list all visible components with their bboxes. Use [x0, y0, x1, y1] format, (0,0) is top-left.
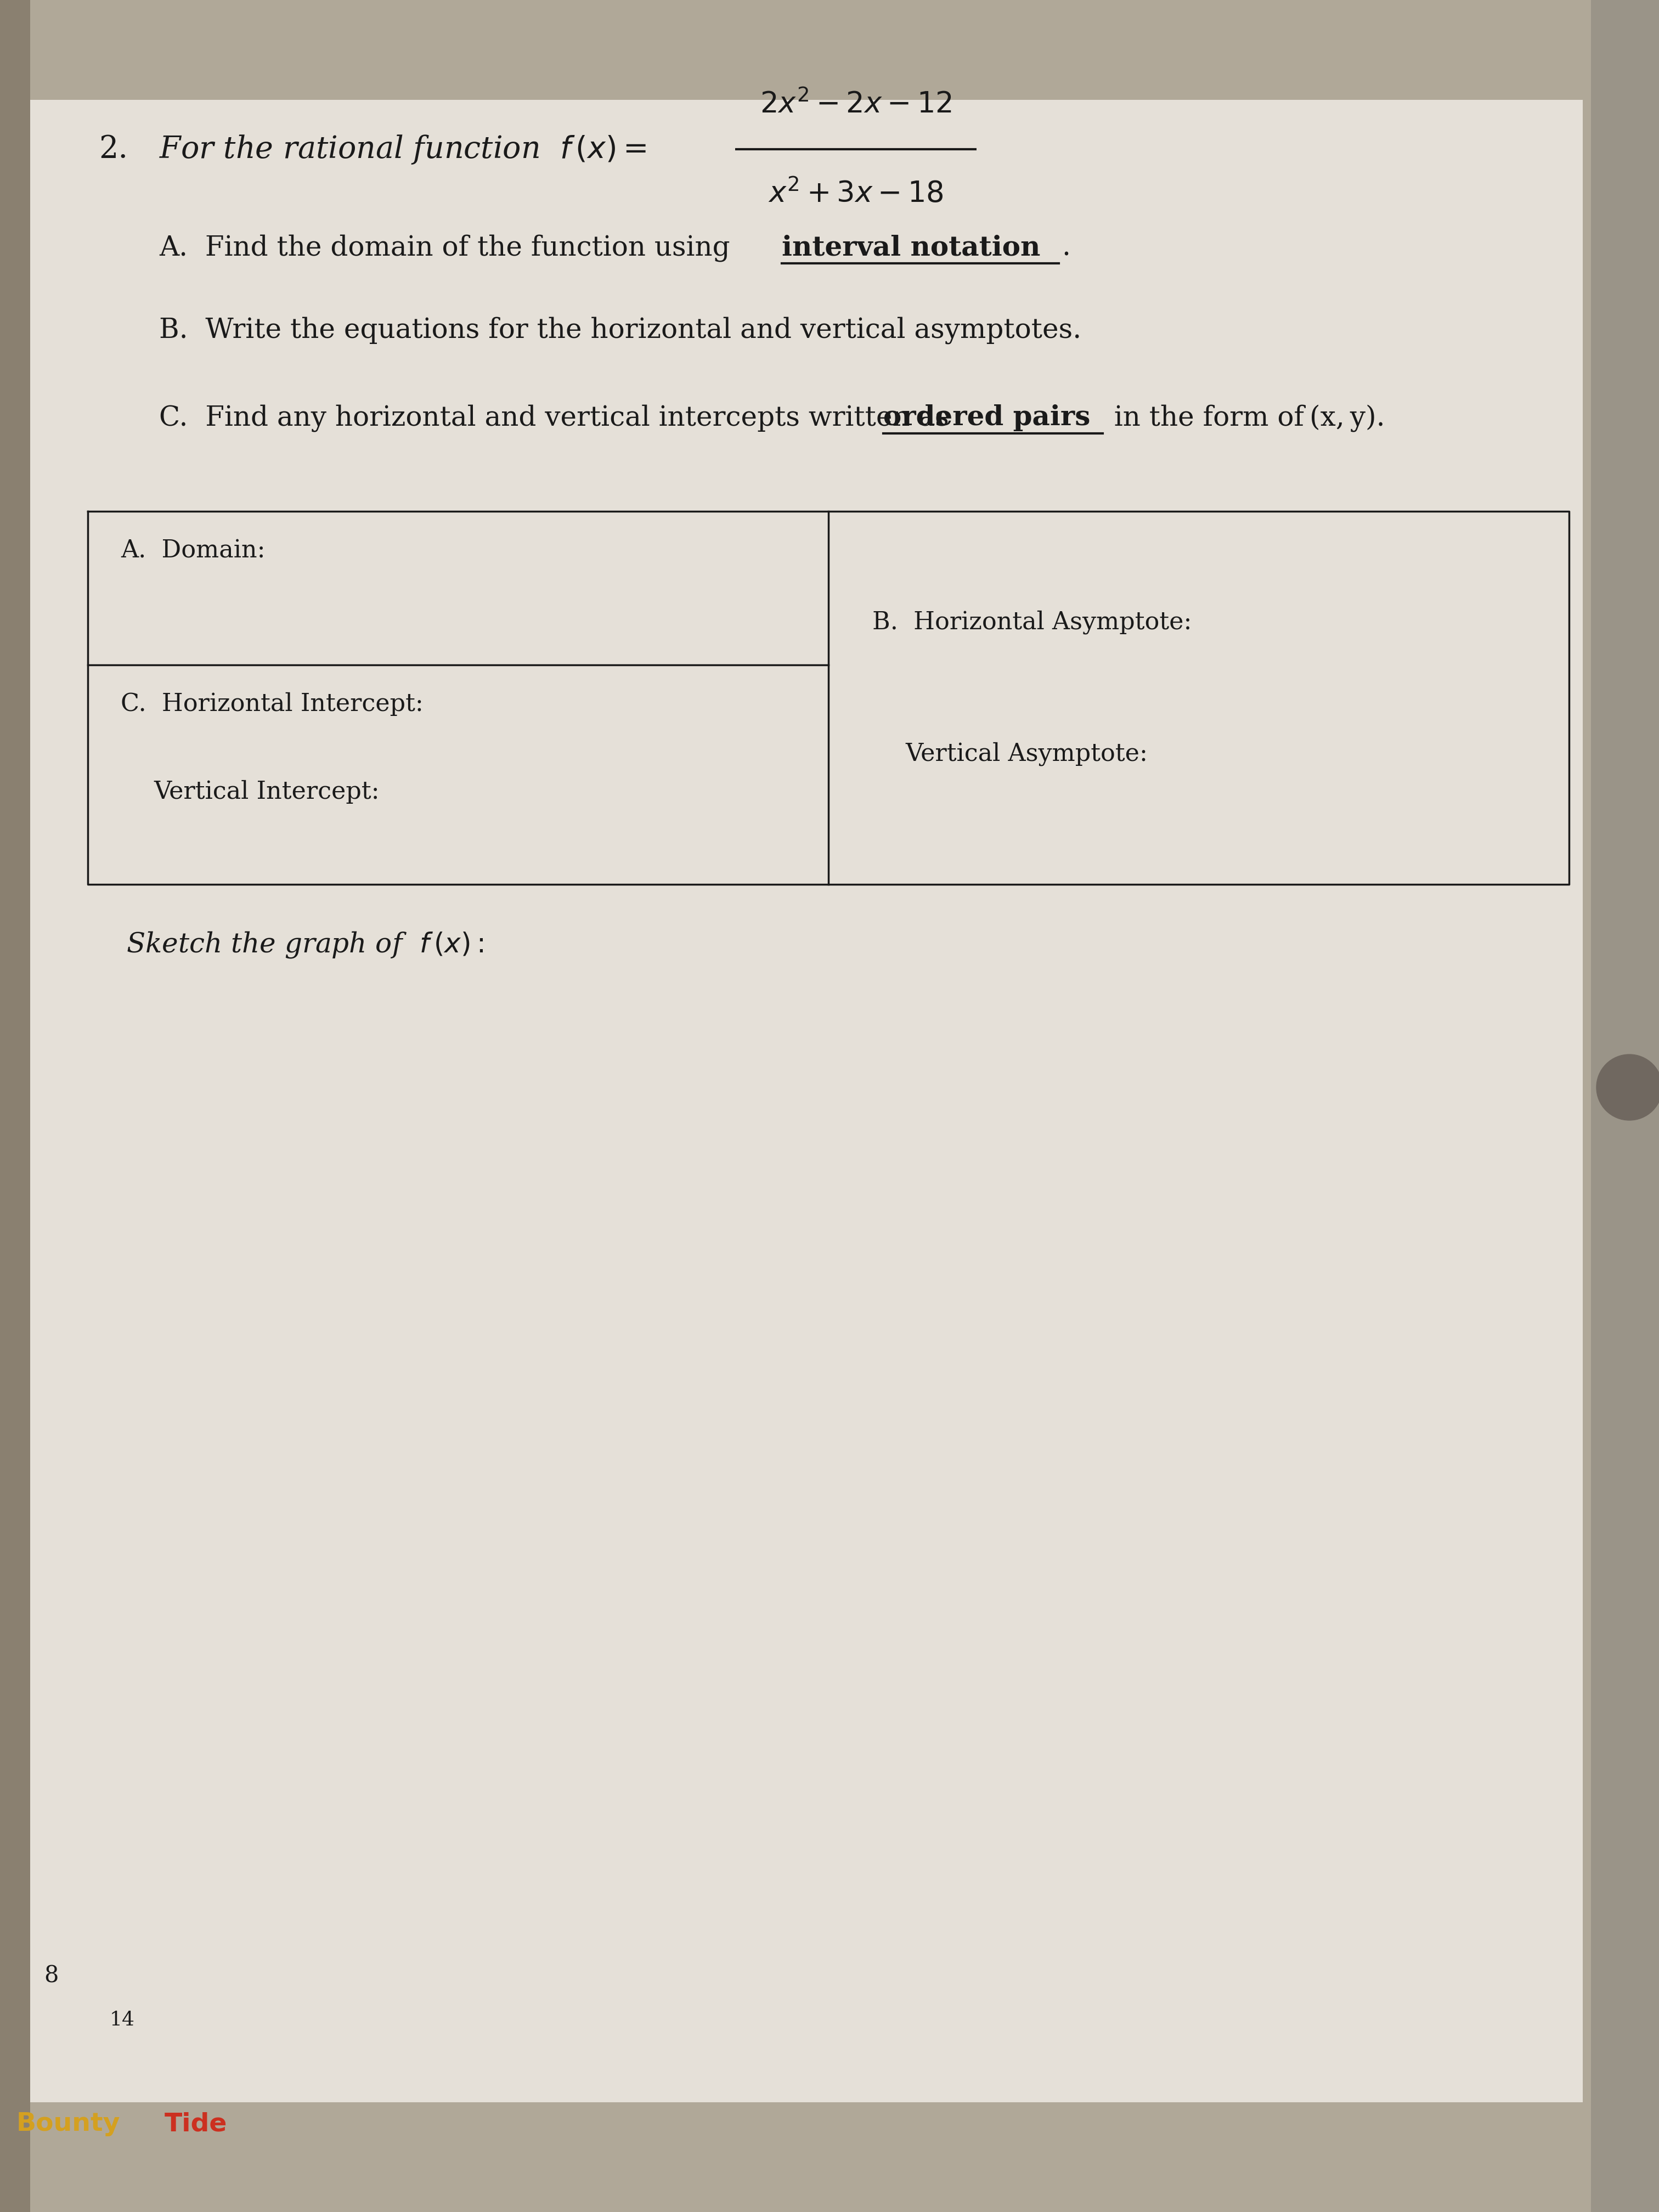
FancyBboxPatch shape [1591, 0, 1659, 2212]
Text: 14: 14 [109, 2011, 134, 2028]
Text: A.  Domain:: A. Domain: [121, 540, 265, 562]
FancyBboxPatch shape [30, 100, 1583, 2101]
Text: in the form of (x, y).: in the form of (x, y). [1105, 405, 1385, 431]
Text: .: . [1062, 234, 1070, 261]
Text: Sketch the graph of  $f\,(x):$: Sketch the graph of $f\,(x):$ [126, 929, 483, 960]
Text: B.  Write the equations for the horizontal and vertical asymptotes.: B. Write the equations for the horizonta… [159, 316, 1082, 345]
Text: Tide: Tide [164, 2112, 227, 2137]
Text: ordered pairs: ordered pairs [883, 405, 1090, 431]
Text: Vertical Intercept:: Vertical Intercept: [154, 781, 380, 803]
Text: B.  Horizontal Asymptote:: B. Horizontal Asymptote: [873, 611, 1191, 635]
Text: Vertical Asymptote:: Vertical Asymptote: [906, 741, 1148, 765]
Text: C.  Find any horizontal and vertical intercepts written as: C. Find any horizontal and vertical inte… [159, 405, 957, 431]
Text: 8: 8 [43, 1964, 58, 1989]
Text: C.  Horizontal Intercept:: C. Horizontal Intercept: [121, 692, 423, 717]
FancyBboxPatch shape [0, 0, 30, 2212]
Circle shape [1596, 1055, 1659, 1119]
Text: $2x^2-2x-12$: $2x^2-2x-12$ [760, 91, 952, 119]
Text: For the rational function  $f\,(x)=$: For the rational function $f\,(x)=$ [159, 133, 647, 166]
Text: Bounty: Bounty [17, 2112, 121, 2137]
Text: A.  Find the domain of the function using: A. Find the domain of the function using [159, 234, 738, 261]
Text: interval notation: interval notation [781, 234, 1040, 261]
Text: $x^2+3x-18$: $x^2+3x-18$ [768, 179, 944, 208]
Text: 2.: 2. [100, 135, 128, 164]
